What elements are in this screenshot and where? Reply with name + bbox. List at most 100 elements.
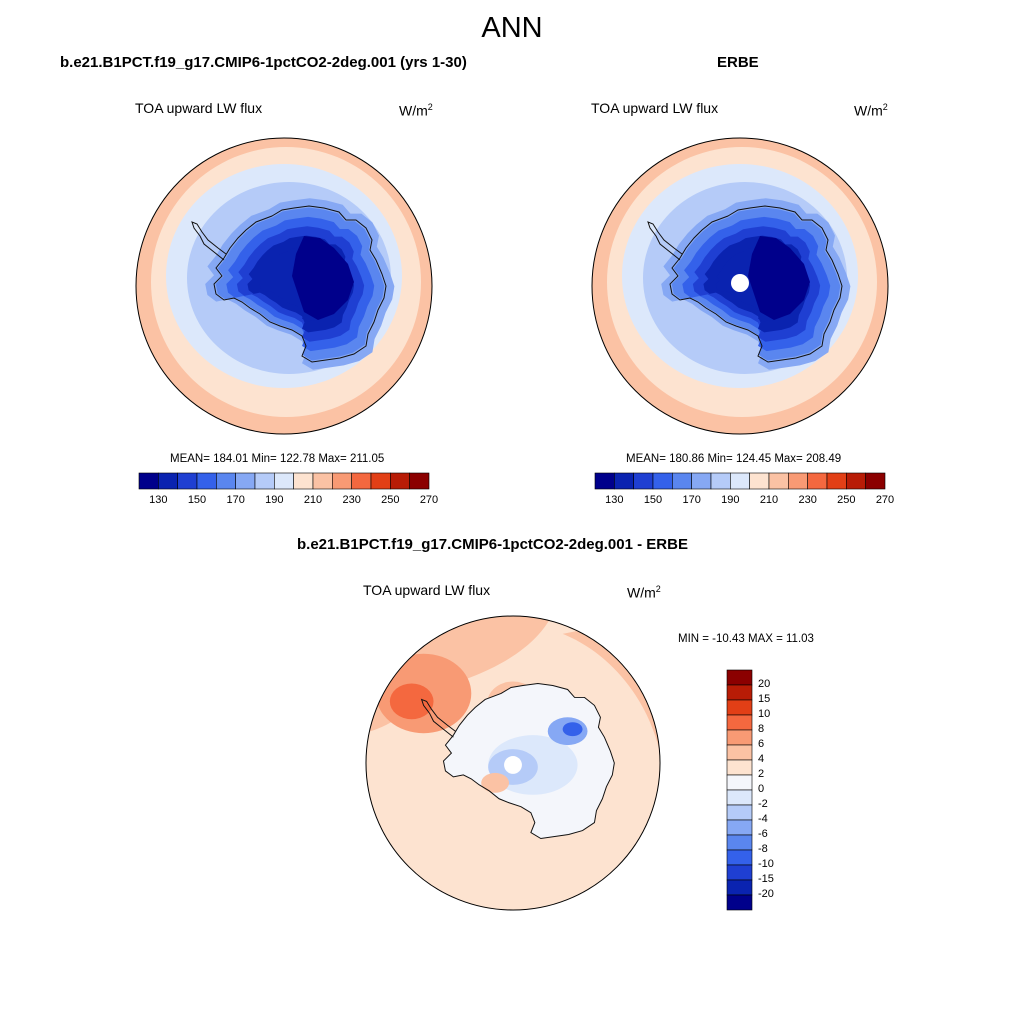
diff-cb-swatch-6 — [726, 759, 753, 776]
diff-cb-tick-label: 0 — [758, 783, 765, 795]
diff-cb-swatch-12 — [726, 849, 753, 866]
obs-cb-swatch-12 — [826, 472, 847, 490]
model-cb-tick-label: 250 — [381, 494, 400, 506]
diff-frame — [365, 615, 661, 911]
diff-cb-tick-label: 20 — [758, 678, 771, 690]
stats-diff: MIN = -10.43 MAX = 11.03 — [678, 633, 814, 645]
diff-cb-swatch-7 — [726, 774, 753, 791]
obs-cb-swatch-8 — [749, 472, 770, 490]
obs-cb-swatch-1 — [614, 472, 634, 490]
model-cb-swatch-0 — [138, 472, 159, 490]
diff-cb-swatch-14 — [726, 879, 753, 896]
diff-cb-swatch-8 — [726, 789, 753, 806]
diff-cb-tick-label: 2 — [758, 768, 765, 780]
obs-cb-tick-label: 230 — [798, 494, 817, 506]
obs-field — [592, 138, 888, 434]
diff-peninsula — [420, 698, 456, 738]
stats-model: MEAN= 184.01 Min= 122.78 Max= 211.05 — [170, 453, 385, 465]
diff-field — [365, 615, 661, 911]
model-cb-swatch-10 — [332, 472, 352, 490]
model-cb-tick-label: 230 — [342, 494, 361, 506]
panel-title-obs: ERBE — [717, 54, 759, 71]
variable-label-diff: TOA upward LW flux — [363, 582, 491, 598]
panel-title-diff: b.e21.B1PCT.f19_g17.CMIP6-1pctCO2-2deg.0… — [297, 536, 688, 553]
diff-cb-swatch-0 — [726, 669, 753, 686]
stats-obs: MEAN= 180.86 Min= 124.45 Max= 208.49 — [626, 453, 842, 465]
obs-coastline — [669, 205, 843, 363]
obs-peninsula — [647, 221, 683, 261]
model-cb-tick-label: 130 — [149, 494, 168, 506]
model-coastline — [213, 205, 387, 363]
diff-cb-swatch-2 — [726, 699, 753, 716]
diff-cb-tick-label: 4 — [758, 753, 765, 765]
model-cb-swatch-12 — [370, 472, 391, 490]
diff-cb-tick-label: 10 — [758, 708, 771, 720]
diff-coastline — [442, 683, 615, 840]
model-cb-swatch-5 — [235, 472, 256, 490]
diff-cb-tick-label: 8 — [758, 723, 765, 735]
colorbar-obs — [594, 472, 886, 490]
units-label-diff: W/m2 — [627, 584, 661, 601]
model-field — [136, 138, 432, 434]
obs-cb-tick-label: 130 — [605, 494, 624, 506]
diff-cb-tick-label: -10 — [758, 858, 774, 870]
diff-drake-core — [389, 683, 434, 720]
model-cb-swatch-1 — [158, 472, 178, 490]
obs-cb-swatch-11 — [807, 472, 828, 490]
model-cb-swatch-13 — [390, 472, 410, 490]
diff-cb-tick-label: 15 — [758, 693, 771, 705]
units-label-obs: W/m2 — [854, 102, 888, 119]
obs-cb-swatch-6 — [710, 472, 731, 490]
diff-cb-tick-label: -20 — [758, 888, 774, 900]
diff-cb-swatch-10 — [726, 819, 753, 836]
units-label-model: W/m2 — [399, 102, 433, 119]
obs-cb-tick-label: 150 — [643, 494, 663, 506]
model-cb-tick-label: 170 — [226, 494, 245, 506]
diff-east-core — [562, 722, 583, 737]
diff-cb-swatch-11 — [726, 834, 753, 851]
diff-cb-tick-label: -15 — [758, 873, 774, 885]
diff-pole-hole — [504, 756, 522, 774]
diff-cb-tick-label: -8 — [758, 843, 768, 855]
diff-cb-swatch-9 — [726, 804, 753, 821]
model-cb-swatch-11 — [351, 472, 372, 490]
model-cb-tick-label: 150 — [187, 494, 207, 506]
model-cb-swatch-2 — [177, 472, 198, 490]
diff-cb-swatch-15 — [726, 894, 753, 911]
model-cb-swatch-4 — [216, 472, 236, 490]
model-cb-swatch-8 — [293, 472, 314, 490]
polar-map-model — [135, 137, 433, 435]
diff-cb-swatch-4 — [726, 729, 753, 746]
diff-cb-tick-label: -4 — [758, 813, 768, 825]
obs-cb-swatch-14 — [865, 472, 886, 490]
obs-cb-tick-label: 250 — [837, 494, 856, 506]
model-cb-swatch-9 — [312, 472, 333, 490]
diff-ross-warm — [481, 772, 510, 793]
main-title: ANN — [481, 12, 543, 44]
model-cb-swatch-7 — [274, 472, 294, 490]
obs-cb-tick-label: 270 — [875, 494, 895, 506]
variable-label-obs: TOA upward LW flux — [591, 100, 719, 116]
diff-cb-swatch-5 — [726, 744, 753, 761]
model-plateau — [292, 236, 354, 320]
panel-title-model: b.e21.B1PCT.f19_g17.CMIP6-1pctCO2-2deg.0… — [60, 54, 467, 71]
obs-cb-swatch-5 — [691, 472, 712, 490]
diff-cb-tick-label: -2 — [758, 798, 768, 810]
variable-label-model: TOA upward LW flux — [135, 100, 263, 116]
colorbar-diff — [726, 669, 753, 911]
diff-cb-tick-label: -6 — [758, 828, 768, 840]
obs-cb-swatch-13 — [846, 472, 866, 490]
obs-cb-swatch-4 — [672, 472, 692, 490]
model-cb-swatch-6 — [254, 472, 275, 490]
obs-cb-swatch-9 — [768, 472, 789, 490]
obs-plateau — [748, 236, 810, 320]
obs-cb-swatch-2 — [633, 472, 654, 490]
model-cb-swatch-14 — [409, 472, 430, 490]
diff-cb-swatch-1 — [726, 684, 753, 701]
obs-cb-swatch-10 — [788, 472, 808, 490]
diff-cb-swatch-13 — [726, 864, 753, 881]
obs-cb-tick-label: 190 — [721, 494, 740, 506]
model-frame — [135, 137, 433, 435]
model-cb-tick-label: 270 — [419, 494, 439, 506]
model-cb-swatch-3 — [196, 472, 217, 490]
